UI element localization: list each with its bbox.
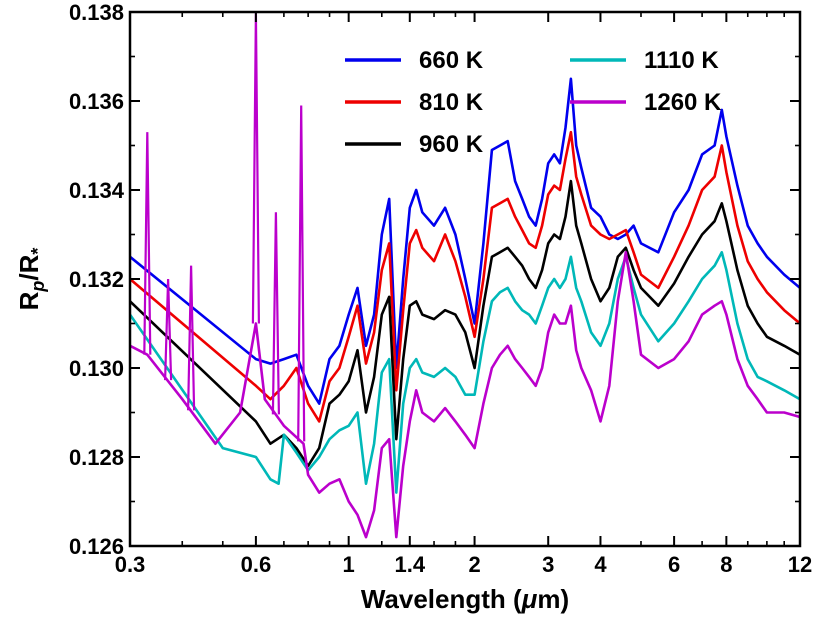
x-axis-title: Wavelength (μm) (361, 584, 569, 614)
x-tick-label: 4 (594, 552, 607, 577)
emission-spike (187, 265, 196, 411)
x-tick-label: 6 (668, 552, 680, 577)
legend-label: 1260 K (644, 89, 722, 116)
series-line-1 (130, 77, 800, 405)
x-tick-label: 8 (720, 552, 732, 577)
series-line-2 (130, 130, 800, 423)
y-axis-title: Rp/R* (14, 248, 48, 311)
series-line-3 (130, 179, 800, 468)
legend-label: 660 K (419, 47, 484, 74)
y-tick-label: 0.132 (69, 267, 124, 292)
legend: 660 K 810 K 960 K 1110 K 1260 K (345, 47, 722, 158)
y-tick-label: 0.130 (69, 356, 124, 381)
x-tick-label: 3 (542, 552, 554, 577)
legend-label: 1110 K (644, 47, 719, 74)
emission-spike (271, 212, 280, 415)
series-line-5 (130, 251, 800, 539)
x-tick-label: 0.6 (241, 552, 272, 577)
x-tick-label: 12 (788, 552, 812, 577)
series-line-4 (130, 251, 800, 494)
x-tick-label: 0.3 (115, 552, 146, 577)
x-tick-label: 1.4 (394, 552, 425, 577)
y-tick-label: 0.134 (69, 178, 125, 203)
x-tick-label: 2 (468, 552, 480, 577)
legend-label: 810 K (419, 89, 484, 116)
x-tick-label: 1 (343, 552, 355, 577)
y-tick-label: 0.136 (69, 89, 124, 114)
emission-spike (297, 105, 306, 442)
y-tick-label: 0.138 (69, 0, 124, 25)
emission-spike (143, 132, 152, 355)
emission-spike (164, 278, 173, 381)
y-tick-label: 0.126 (69, 534, 124, 559)
y-tick-label: 0.128 (69, 445, 124, 470)
emission-spike (251, 12, 260, 324)
legend-label: 960 K (419, 131, 484, 158)
